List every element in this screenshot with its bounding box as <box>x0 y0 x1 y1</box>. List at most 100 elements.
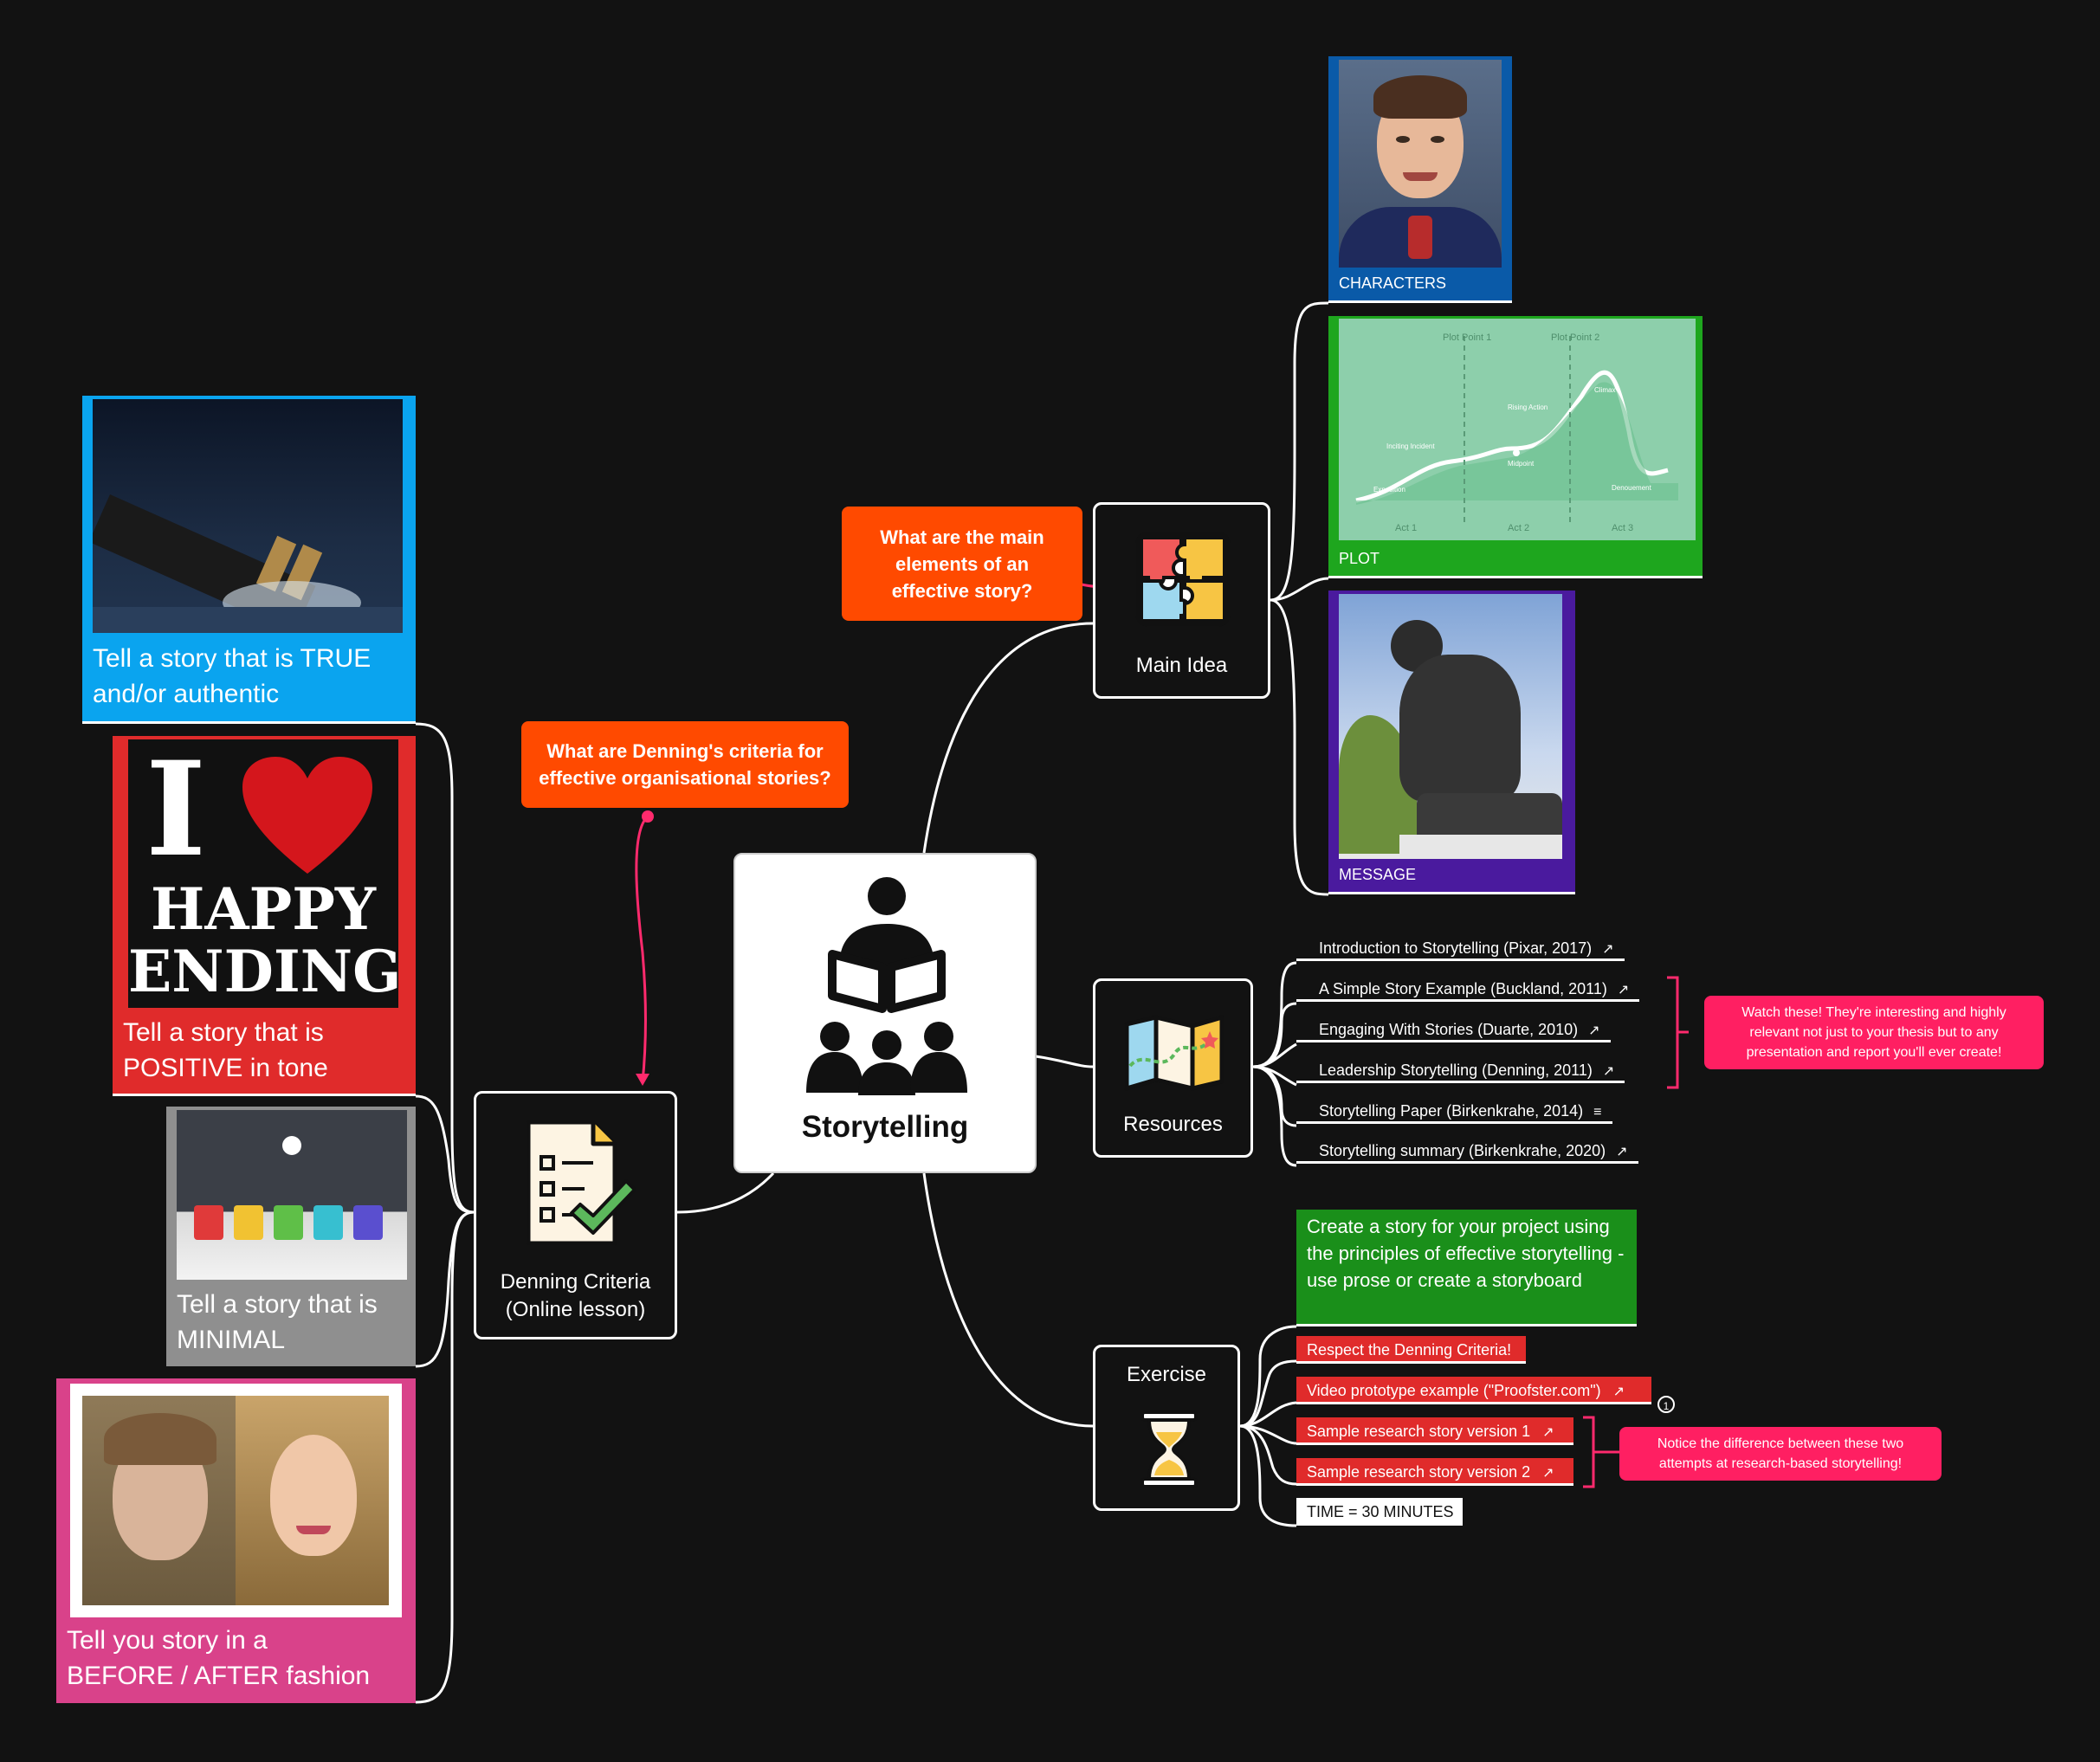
link-res-2 <box>1252 1002 1297 1068</box>
message-card[interactable]: MESSAGE <box>1328 591 1575 894</box>
central-topic[interactable]: Storytelling <box>733 853 1037 1173</box>
climax-label: Climax <box>1594 386 1615 394</box>
plot-point-2-label: Plot Point 2 <box>1551 332 1599 343</box>
main-idea-question-text: What are the main elements of an effecti… <box>880 526 1044 602</box>
poster-line1: HAPPY <box>151 875 376 943</box>
link-characters <box>1270 301 1329 602</box>
external-link-icon[interactable]: ↗ <box>1612 1384 1625 1399</box>
hourglass-icon <box>1140 1410 1198 1488</box>
positive-story-card[interactable]: I HAPPY ENDING Tell a story that is POSI… <box>113 736 416 1096</box>
exercise-time[interactable]: TIME = 30 MINUTES <box>1296 1498 1463 1526</box>
true-caption-line1: Tell a story that is TRUE <box>93 644 372 673</box>
denning-arrow-start-dot <box>642 810 654 823</box>
comment-count-badge[interactable]: 1 <box>1657 1396 1675 1413</box>
link-plot <box>1270 577 1329 602</box>
before-after-photo <box>70 1384 402 1617</box>
plot-point-1-label: Plot Point 1 <box>1443 332 1491 343</box>
external-link-icon[interactable]: ↗ <box>1542 1466 1554 1481</box>
exercise-node[interactable]: Exercise <box>1093 1345 1240 1511</box>
exercise-note[interactable]: Notice the difference between these two … <box>1619 1427 1942 1481</box>
resource-item-2-text: A Simple Story Example (Buckland, 2011) <box>1319 980 1607 997</box>
resource-item-3-text: Engaging With Stories (Duarte, 2010) <box>1319 1021 1579 1038</box>
link-ex-1 <box>1239 1359 1297 1428</box>
denning-arrow-head <box>636 1074 649 1086</box>
exercise-item-denning[interactable]: Respect the Denning Criteria! <box>1296 1336 1526 1364</box>
link-central-exercise <box>922 1172 1094 1428</box>
denning-question-text: What are Denning's criteria for effectiv… <box>539 740 831 789</box>
exposition-label: Exposition <box>1373 486 1405 494</box>
link-den-positive <box>415 1094 475 1214</box>
resource-item-6-text: Storytelling summary (Birkenkrahe, 2020) <box>1319 1142 1606 1159</box>
link-den-minimal <box>415 1210 475 1368</box>
plot-caption: PLOT <box>1339 550 1380 567</box>
storyteller-audience-icon <box>806 877 967 1095</box>
puzzle-icon <box>1135 532 1231 627</box>
inciting-incident-label: Inciting Incident <box>1386 442 1435 450</box>
link-den-before-after <box>415 1210 475 1704</box>
exercise-label: Exercise <box>1126 1363 1207 1386</box>
link-res-1 <box>1252 961 1297 1068</box>
comment-count-text: 1 <box>1663 1400 1670 1412</box>
denning-criteria-node[interactable]: Denning Criteria (Online lesson) <box>474 1091 677 1339</box>
link-ex-5 <box>1239 1424 1297 1527</box>
link-central-denning <box>676 1171 775 1214</box>
poster-letter: I <box>145 739 207 886</box>
map-icon <box>1124 1015 1224 1091</box>
characters-photo <box>1339 60 1502 268</box>
main-idea-node[interactable]: Main Idea <box>1093 502 1270 699</box>
message-photo-thinker <box>1339 594 1562 859</box>
main-idea-question-callout[interactable]: What are the main elements of an effecti… <box>842 507 1082 621</box>
external-link-icon[interactable]: ↗ <box>1602 942 1614 957</box>
plot-card[interactable]: Plot Point 1 Plot Point 2 Rising Action … <box>1328 316 1703 578</box>
denouement-label: Denouement <box>1612 484 1652 492</box>
minimal-caption-line2: MINIMAL <box>177 1326 286 1354</box>
resource-item-3[interactable]: Engaging With Stories (Duarte, 2010) ↗ <box>1296 1017 1611 1042</box>
exercise-item-1-text: Respect the Denning Criteria! <box>1307 1341 1512 1359</box>
external-link-icon[interactable]: ↗ <box>1617 983 1630 997</box>
central-label: Storytelling <box>801 1110 969 1144</box>
link-central-main-idea <box>922 622 1094 854</box>
before-after-caption-line2: BEFORE / AFTER fashion <box>67 1662 371 1690</box>
minimal-caption-line1: Tell a story that is <box>177 1290 378 1319</box>
characters-caption: CHARACTERS <box>1339 274 1447 292</box>
characters-card[interactable]: CHARACTERS <box>1328 56 1512 303</box>
resource-item-1[interactable]: Introduction to Storytelling (Pixar, 201… <box>1296 935 1625 961</box>
resource-item-4[interactable]: Leadership Storytelling (Denning, 2011) ↗ <box>1296 1057 1625 1083</box>
resource-item-2[interactable]: A Simple Story Example (Buckland, 2011) ↗ <box>1296 976 1640 1002</box>
link-message <box>1270 598 1329 896</box>
resources-note-text: Watch these! They're interesting and hig… <box>1741 1005 2006 1060</box>
external-link-icon[interactable]: ↗ <box>1542 1425 1554 1440</box>
resources-node[interactable]: Resources <box>1093 978 1253 1158</box>
external-link-icon[interactable]: ↗ <box>1588 1023 1600 1038</box>
resources-note[interactable]: Watch these! They're interesting and hig… <box>1704 996 2044 1069</box>
exercise-item-story-v2[interactable]: Sample research story version 2 ↗ <box>1296 1458 1573 1486</box>
denning-question-callout[interactable]: What are Denning's criteria for effectiv… <box>521 721 849 808</box>
external-link-icon[interactable]: ↗ <box>1616 1145 1628 1159</box>
denning-label-line2: (Online lesson) <box>505 1298 646 1321</box>
exercise-item-video-prototype[interactable]: Video prototype example ("Proofster.com"… <box>1296 1377 1651 1404</box>
exercise-task-text: Create a story for your project using th… <box>1307 1216 1625 1291</box>
exercise-item-story-v1[interactable]: Sample research story version 1 ↗ <box>1296 1417 1573 1445</box>
exercise-time-text: TIME = 30 MINUTES <box>1307 1503 1454 1520</box>
resource-item-6[interactable]: Storytelling summary (Birkenkrahe, 2020)… <box>1296 1138 1638 1164</box>
notes-icon[interactable]: ≡ <box>1593 1105 1602 1120</box>
exercise-item-4-text: Sample research story version 2 <box>1307 1463 1531 1481</box>
denning-question-arrow <box>635 815 649 1083</box>
link-den-true <box>415 722 475 1214</box>
resource-item-5[interactable]: Storytelling Paper (Birkenkrahe, 2014) ≡ <box>1296 1098 1612 1124</box>
minimal-story-card[interactable]: Tell a story that is MINIMAL <box>166 1107 416 1366</box>
act-3-label: Act 3 <box>1612 523 1633 533</box>
external-link-icon[interactable]: ↗ <box>1602 1064 1615 1079</box>
heart-icon <box>242 757 372 874</box>
main-idea-label: Main Idea <box>1135 654 1228 677</box>
true-caption-line2: and/or authentic <box>93 680 280 708</box>
resources-bracket <box>1667 976 1689 1089</box>
denning-label-line1: Denning Criteria <box>500 1270 651 1294</box>
sinking-ship-photo <box>93 399 403 633</box>
exercise-item-3-text: Sample research story version 1 <box>1307 1423 1531 1440</box>
exercise-task[interactable]: Create a story for your project using th… <box>1296 1210 1637 1326</box>
true-story-card[interactable]: Tell a story that is TRUE and/or authent… <box>82 396 416 724</box>
before-after-story-card[interactable]: Tell you story in a BEFORE / AFTER fashi… <box>56 1378 416 1703</box>
checklist-icon <box>526 1120 636 1246</box>
